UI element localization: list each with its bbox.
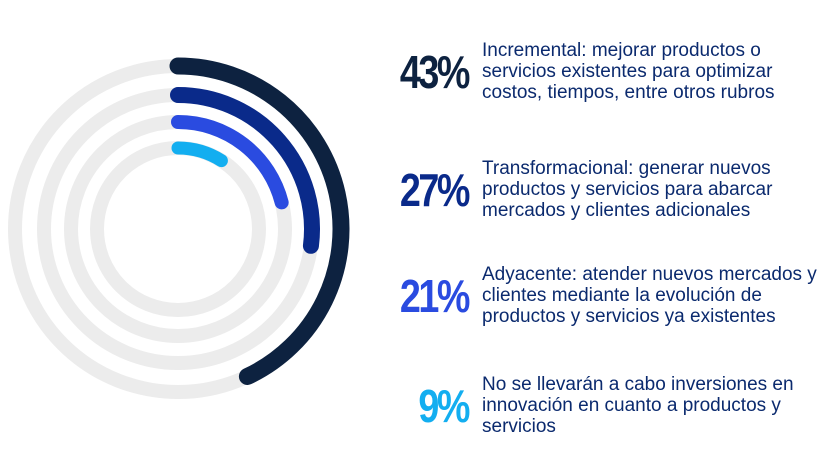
value-label: 9%: [418, 379, 470, 432]
value-label: 43%: [399, 45, 471, 98]
legend-item-sin-inversion: 9% No se llevarán a cabo inversiones en …: [380, 374, 820, 437]
ring-bar: [170, 87, 320, 254]
category-label: No se llevarán a cabo inversiones en inn…: [482, 374, 794, 437]
legend-item-adyacente: 21% Adyacente: atender nuevos mercados y…: [380, 264, 820, 327]
category-label: Incremental: mejorar productos o servici…: [482, 40, 775, 103]
value-label: 21%: [399, 269, 471, 322]
ring-bar: [171, 115, 289, 210]
legend-item-incremental: 43% Incremental: mejorar productos o ser…: [380, 40, 820, 103]
ring-track: [90, 141, 266, 317]
category-label: Adyacente: atender nuevos mercados y cli…: [482, 264, 817, 327]
legend-item-transformacional: 27% Transformacional: generar nuevos pro…: [380, 158, 820, 221]
ring-bar: [169, 57, 350, 385]
radial-bar-chart: [8, 57, 350, 399]
value-label: 27%: [399, 163, 471, 216]
category-label: Transformacional: generar nuevos product…: [482, 158, 773, 221]
ring-bar: [171, 141, 228, 168]
